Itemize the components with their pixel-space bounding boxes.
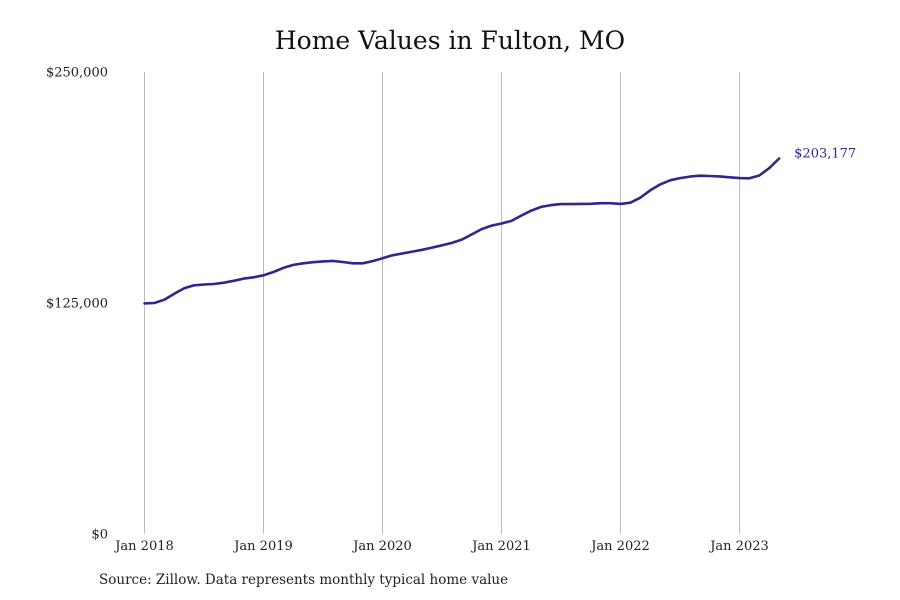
gridlines xyxy=(144,72,740,534)
x-tick-label: Jan 2020 xyxy=(351,539,412,554)
x-tick-label: Jan 2018 xyxy=(113,539,174,554)
x-tick-label: Jan 2022 xyxy=(589,539,650,554)
x-tick-label: Jan 2023 xyxy=(708,539,769,554)
source-note: Source: Zillow. Data represents monthly … xyxy=(99,572,509,588)
y-tick-label: $250,000 xyxy=(46,66,108,81)
end-value-label: $203,177 xyxy=(794,147,856,162)
x-tick-label: Jan 2019 xyxy=(232,539,293,554)
y-tick-label: $125,000 xyxy=(46,297,108,312)
x-axis: Jan 2018 Jan 2019 Jan 2020 Jan 2021 Jan 2022… xyxy=(113,539,769,554)
chart-title: Home Values in Fulton, MO xyxy=(274,26,626,55)
x-tick-label: Jan 2021 xyxy=(470,539,531,554)
series-line xyxy=(143,157,781,305)
y-axis: $0 $125,000 $250,000 xyxy=(46,66,108,543)
y-tick-label: $0 xyxy=(91,528,108,543)
